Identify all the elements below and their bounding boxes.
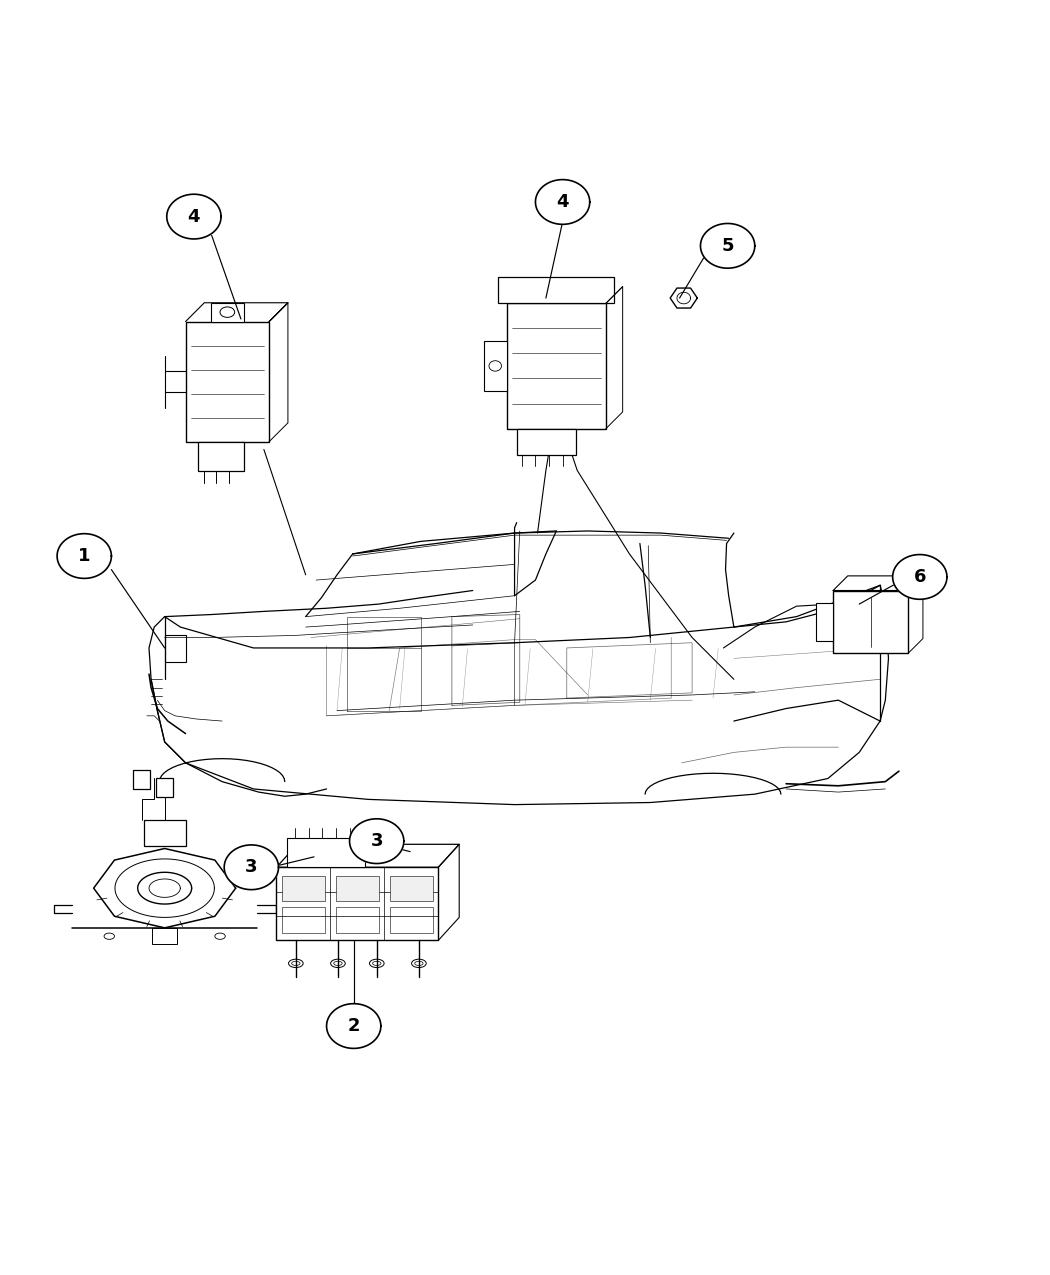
Bar	[499, 277, 614, 303]
Polygon shape	[167, 194, 222, 238]
Bar	[198, 441, 244, 470]
Bar	[133, 770, 150, 789]
Polygon shape	[700, 223, 755, 268]
Bar	[390, 908, 433, 933]
Bar	[817, 603, 833, 640]
Bar	[833, 590, 908, 653]
Bar	[336, 876, 379, 901]
Text: 1: 1	[78, 547, 90, 565]
Bar	[507, 303, 606, 428]
Bar	[484, 340, 507, 391]
Polygon shape	[350, 819, 404, 863]
Bar	[144, 820, 186, 847]
Polygon shape	[327, 1003, 381, 1048]
Bar	[287, 838, 365, 867]
Polygon shape	[536, 180, 590, 224]
Polygon shape	[892, 555, 947, 599]
Bar	[517, 428, 576, 455]
Text: 2: 2	[348, 1017, 360, 1035]
Text: 3: 3	[245, 858, 257, 876]
Bar	[390, 876, 433, 901]
Text: 5: 5	[721, 237, 734, 255]
Bar	[281, 876, 326, 901]
Bar	[165, 635, 186, 662]
Text: 6: 6	[914, 567, 926, 586]
Text: 4: 4	[188, 208, 201, 226]
Bar	[211, 302, 244, 321]
Text: 4: 4	[556, 193, 569, 210]
Text: 3: 3	[371, 833, 383, 850]
Bar	[186, 321, 269, 441]
Bar	[336, 908, 379, 933]
Bar	[281, 908, 326, 933]
Bar	[152, 928, 177, 944]
Bar	[276, 867, 438, 941]
Polygon shape	[225, 845, 278, 890]
Bar	[156, 779, 173, 797]
Polygon shape	[57, 534, 111, 579]
